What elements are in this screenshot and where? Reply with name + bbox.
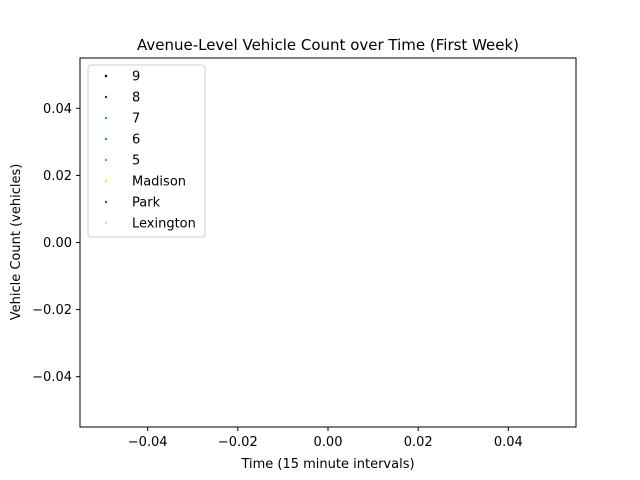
legend-marker: [104, 179, 108, 183]
y-axis-label: Vehicle Count (vehicles): [9, 164, 24, 321]
legend-marker: [104, 95, 108, 99]
legend-label: Lexington: [132, 217, 196, 232]
legend-label: Park: [132, 196, 161, 211]
legend-marker: [104, 200, 108, 204]
x-axis-ticks: −0.04 −0.02 0.00 0.02 0.04: [128, 427, 523, 450]
legend-label: 6: [132, 133, 140, 148]
y-axis-ticks: −0.04 −0.02 0.00 0.02 0.04: [32, 102, 80, 385]
legend-items: 9 8 7 6 5 Madison Park Lexington: [104, 70, 196, 232]
y-tick-label: 0.02: [43, 169, 72, 184]
x-axis-label: Time (15 minute intervals): [240, 457, 414, 472]
legend-marker: [104, 137, 108, 141]
legend: 9 8 7 6 5 Madison Park Lexington: [87, 64, 206, 238]
x-tick-label: −0.02: [218, 435, 258, 450]
x-tick-label: −0.04: [128, 435, 168, 450]
legend-marker: [104, 158, 108, 162]
x-tick-label: 0.00: [314, 435, 343, 450]
legend-label: 9: [132, 70, 140, 85]
legend-marker: [104, 221, 108, 225]
x-tick-label: 0.04: [494, 435, 523, 450]
y-tick-label: −0.04: [32, 370, 72, 385]
chart-title: Avenue-Level Vehicle Count over Time (Fi…: [137, 36, 519, 54]
legend-marker: [104, 116, 108, 120]
y-tick-label: 0.04: [43, 102, 72, 117]
legend-label: 8: [132, 91, 140, 106]
legend-label: Madison: [132, 175, 186, 190]
y-tick-label: 0.00: [43, 236, 72, 251]
x-tick-label: 0.02: [404, 435, 433, 450]
legend-label: 5: [132, 154, 140, 169]
y-tick-label: −0.02: [32, 303, 72, 318]
legend-marker: [104, 74, 108, 78]
legend-box: [87, 64, 206, 238]
legend-label: 7: [132, 112, 140, 127]
